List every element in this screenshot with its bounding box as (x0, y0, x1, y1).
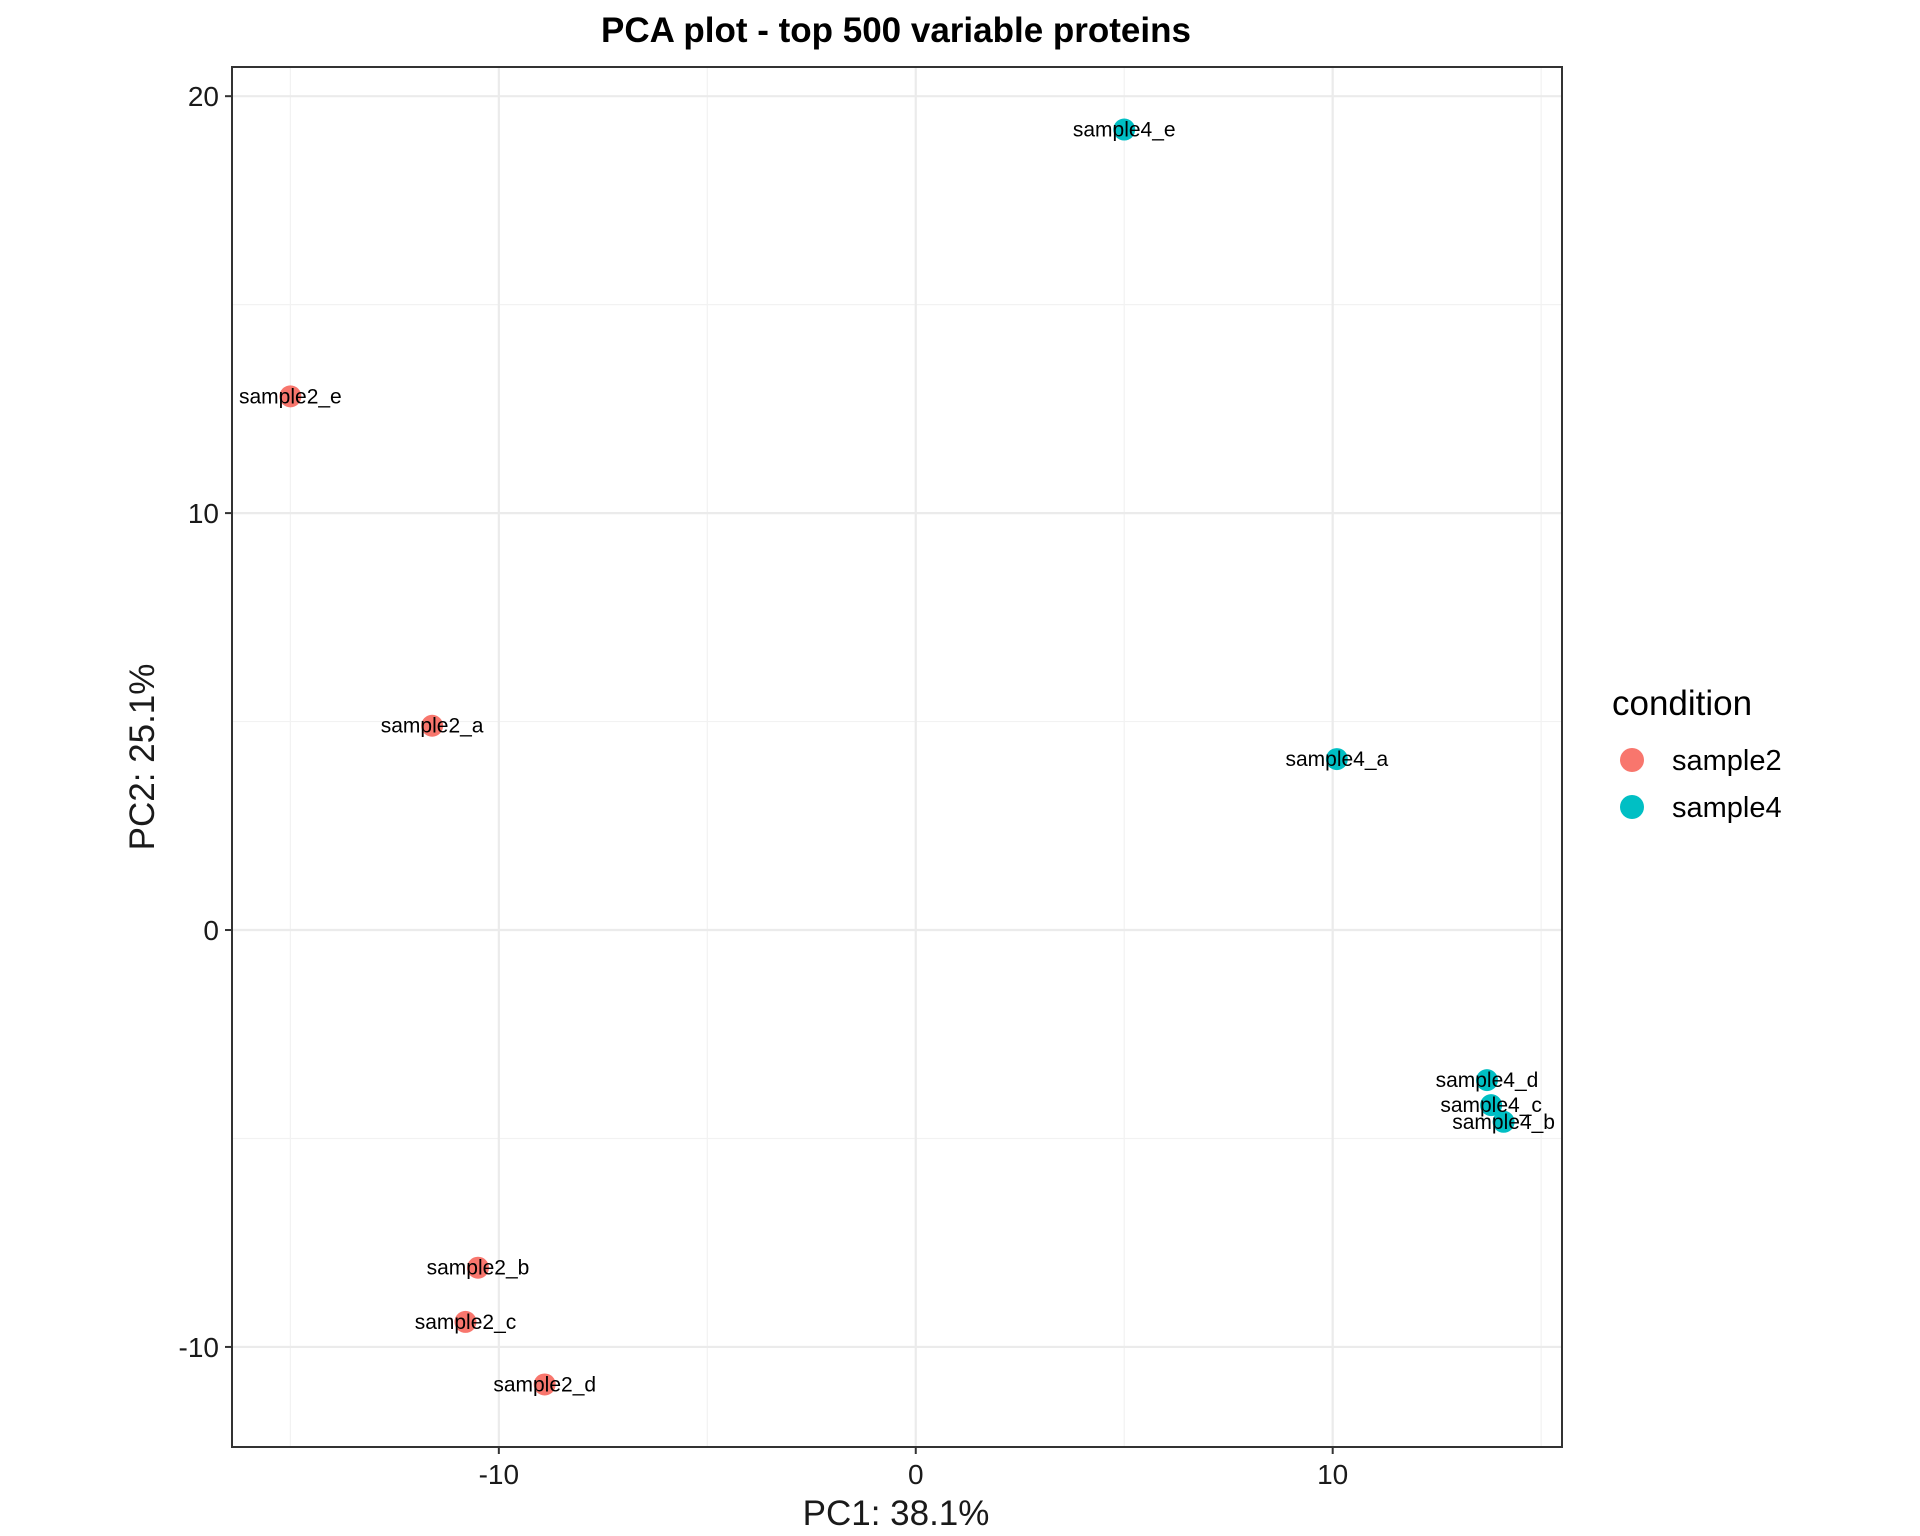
scatter-point-sample4_b (1492, 1110, 1515, 1133)
legend: condition sample2 sample4 (1612, 684, 1782, 824)
point-label-sample4_a: sample4_a (1285, 748, 1388, 771)
scatter-point-sample2_b (466, 1256, 489, 1279)
point-label-sample2_a: sample2_a (381, 715, 484, 738)
scatter-point-sample4_d (1475, 1069, 1498, 1092)
plot-panel-border (231, 66, 1563, 1448)
y-tick-label: 0 (203, 915, 219, 946)
x-tick-label: 0 (908, 1459, 924, 1490)
legend-label-sample4: sample4 (1672, 792, 1782, 824)
point-label-sample2_e: sample2_e (239, 385, 342, 408)
point-label-sample2_c: sample2_c (415, 1311, 517, 1334)
y-tick-label: -10 (179, 1332, 219, 1363)
legend-key-sample4 (1620, 795, 1644, 819)
y-tick-label: 20 (188, 81, 219, 112)
point-label-sample4_b: sample4_b (1452, 1111, 1555, 1134)
x-tick-label: -10 (479, 1459, 519, 1490)
scatter-point-sample2_d (533, 1373, 556, 1396)
chart-title: PCA plot - top 500 variable proteins (601, 11, 1191, 50)
point-label-sample4_e: sample4_e (1073, 119, 1176, 142)
scatter-point-sample2_e (279, 385, 302, 408)
scatter-point-sample2_a (421, 714, 444, 737)
point-label-sample4_c: sample4_c (1440, 1094, 1542, 1117)
legend-title: condition (1612, 684, 1752, 723)
y-axis: -10 0 10 20 (179, 81, 232, 1363)
scatter-point-sample4_e (1113, 118, 1136, 141)
legend-label-sample2: sample2 (1672, 745, 1782, 777)
scatter-point-sample4_a (1325, 748, 1348, 771)
point-label-sample2_b: sample2_b (427, 1257, 530, 1280)
x-axis: -10 0 10 (479, 1447, 1348, 1490)
point-label-sample4_d: sample4_d (1436, 1069, 1539, 1092)
x-tick-label: 10 (1317, 1459, 1348, 1490)
y-axis-title: PC2: 25.1% (123, 664, 162, 851)
scatter-point-sample4_c (1480, 1094, 1503, 1117)
legend-key-sample2 (1620, 748, 1644, 772)
scatter-point-sample2_c (454, 1310, 477, 1333)
x-axis-title: PC1: 38.1% (803, 1494, 990, 1533)
point-label-sample2_d: sample2_d (493, 1373, 596, 1396)
y-tick-label: 10 (188, 498, 219, 529)
data-points: sample2_esample2_asample2_bsample2_csamp… (239, 118, 1555, 1396)
